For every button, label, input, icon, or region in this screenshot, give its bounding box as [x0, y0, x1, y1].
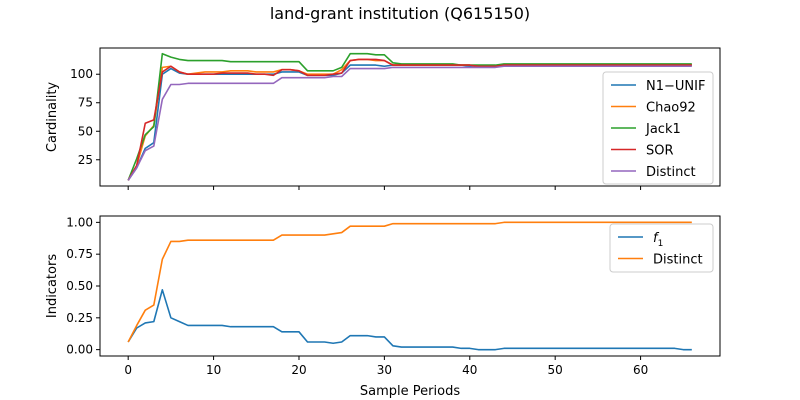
- series-lines: [127, 221, 692, 351]
- x-tick-label: 0: [124, 363, 132, 377]
- y-tick-label: 0.00: [66, 343, 93, 357]
- series-line-1: [127, 221, 692, 343]
- legend-box: [602, 71, 714, 185]
- series-line-3: [127, 58, 692, 181]
- x-axis-label: Sample Periods: [360, 384, 460, 399]
- legend: f1 Distinct: [609, 223, 714, 273]
- cardinality-panel: 25 50 75 100 Cardinality N1−UNIF Chao92 Jack1 SO…: [45, 47, 721, 190]
- series-line-2: [127, 52, 692, 181]
- legend-label: Chao92: [646, 101, 696, 116]
- series-line-0: [127, 289, 692, 351]
- legend-label: Distinct: [646, 165, 696, 180]
- legend-label: SOR: [646, 144, 674, 159]
- axes-frame: [99, 47, 721, 187]
- y-tick-label: 0.25: [66, 311, 93, 325]
- legend-label: f1: [653, 231, 663, 249]
- y-tick-label: 25: [78, 153, 93, 167]
- legend-label: N1−UNIF: [646, 79, 705, 94]
- x-tick-label: 60: [633, 363, 648, 377]
- indicators-panel: 0 10 20 30 40 50 60 0.00 0.25 0.50 0.75 1.00 Indicat…: [45, 215, 721, 399]
- y-axis-label: Cardinality: [45, 82, 60, 153]
- y-tick-label: 1.00: [66, 215, 93, 229]
- y-tick-label: 0.50: [66, 279, 93, 293]
- legend-box: [609, 223, 714, 273]
- series-line-4: [127, 65, 692, 181]
- legend-label: Distinct: [653, 253, 703, 268]
- y-tick-label: 50: [78, 124, 93, 138]
- x-tick-label: 10: [206, 363, 221, 377]
- figure-title: land-grant institution (Q615150): [270, 4, 530, 23]
- legend: N1−UNIF Chao92 Jack1 SOR Distinct: [602, 71, 714, 185]
- y-tick-label: 100: [70, 67, 93, 81]
- y-axis-label: Indicators: [45, 254, 60, 318]
- y-tick-label: 75: [78, 96, 93, 110]
- x-tick-label: 30: [377, 363, 392, 377]
- y-tick-label: 0.75: [66, 247, 93, 261]
- x-tick-label: 20: [291, 363, 306, 377]
- legend-label: Jack1: [645, 122, 681, 137]
- series-lines: [127, 52, 692, 181]
- x-tick-label: 50: [548, 363, 563, 377]
- x-tick-label: 40: [462, 363, 477, 377]
